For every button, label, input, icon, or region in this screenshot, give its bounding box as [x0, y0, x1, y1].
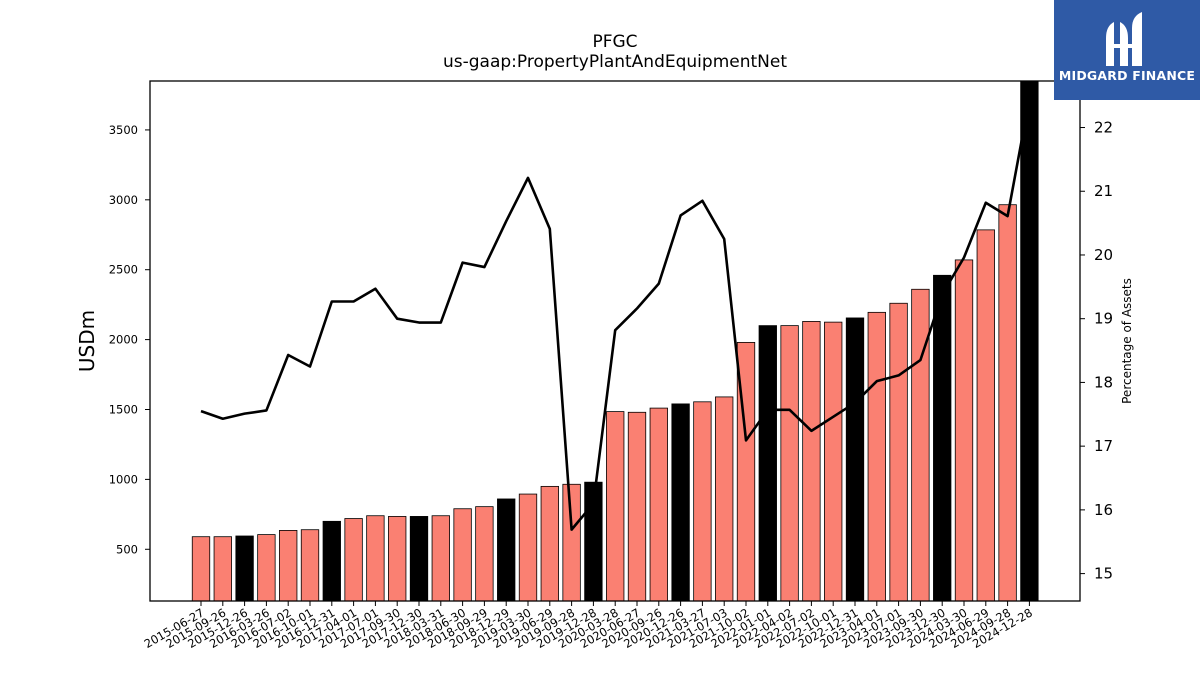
y2-tick-label: 16 [1094, 501, 1113, 519]
y-tick-label: 1000 [109, 472, 138, 486]
bar-2015-09-26 [213, 536, 232, 602]
chart-title: PFGC [592, 32, 638, 52]
y-tick-label: 2500 [109, 263, 138, 277]
bar-2024-09-28 [998, 204, 1017, 602]
bar-2020-06-27 [627, 411, 647, 602]
bar-2019-06-29 [540, 485, 559, 602]
bar-2022-01-01 [758, 325, 777, 602]
bar-2016-07-02 [279, 530, 298, 602]
y-tick-label: 3500 [109, 123, 138, 137]
y-tick-label: 500 [116, 542, 138, 556]
bar-2022-07-02 [802, 321, 821, 602]
bar-2024-03-30 [954, 259, 974, 602]
bar-2021-07-03 [715, 396, 734, 602]
bar-2017-07-01 [366, 515, 385, 602]
y2-tick-label: 21 [1094, 182, 1113, 200]
bar-2023-09-30 [911, 288, 930, 602]
bar-2018-12-29 [497, 498, 516, 602]
midgard-logo-icon [1106, 12, 1142, 66]
y2-tick-label: 15 [1094, 565, 1113, 583]
y2-tick-label: 19 [1094, 310, 1113, 328]
bar-2017-12-30 [409, 516, 429, 602]
bar-2017-04-01 [344, 518, 363, 602]
bar-2021-03-27 [693, 401, 712, 602]
chart-subtitle: us-gaap:PropertyPlantAndEquipmentNet [443, 52, 787, 72]
bar-2016-10-01 [300, 529, 320, 602]
y-axis-label: USDm [75, 310, 99, 372]
bar-2017-09-30 [388, 516, 407, 602]
bar-2022-10-01 [824, 321, 843, 602]
bar-2019-09-28 [562, 483, 581, 602]
y2-tick-label: 18 [1094, 373, 1113, 391]
bar-2023-07-01 [889, 302, 908, 602]
y-tick-label: 3000 [109, 193, 138, 207]
y2-axis-label: Percentage of Assets [1120, 278, 1134, 404]
y2-tick-label: 20 [1094, 246, 1113, 264]
bar-2016-03-26 [257, 534, 276, 602]
y-tick-label: 1500 [109, 402, 138, 416]
line-group [200, 98, 1031, 531]
percentage-line [200, 98, 1031, 531]
bar-2020-12-26 [671, 403, 690, 602]
bar-2024-12-28 [1020, 80, 1039, 602]
bar-2022-12-31 [845, 317, 865, 602]
logo-text: MIDGARD FINANCE [1058, 68, 1196, 83]
bar-2020-03-28 [606, 411, 625, 602]
bar-2018-03-31 [431, 515, 450, 602]
bar-2023-12-30 [933, 274, 952, 602]
y2-tick-label: 22 [1094, 119, 1113, 137]
bar-2019-03-30 [518, 493, 538, 602]
y-tick-label: 2000 [109, 333, 138, 347]
bar-2015-12-26 [235, 535, 254, 602]
ticks-group: 500 1000 1500 2000 2500 3000 3500 15 16 17 18 19 20 2… [109, 119, 1113, 652]
bar-2016-12-31 [322, 520, 341, 602]
y2-tick-label: 17 [1094, 437, 1113, 455]
bar-2020-09-26 [649, 407, 668, 602]
bar-2024-06-29 [976, 229, 995, 602]
bar-2018-06-30 [453, 508, 472, 602]
bar-2018-09-29 [475, 506, 494, 602]
bar-2023-04-01 [867, 311, 886, 602]
logo-badge: MIDGARD FINANCE [1054, 0, 1200, 100]
bars-group [191, 80, 1039, 602]
bar-2015-06-27 [191, 536, 211, 602]
bar-2022-04-02 [780, 325, 799, 602]
